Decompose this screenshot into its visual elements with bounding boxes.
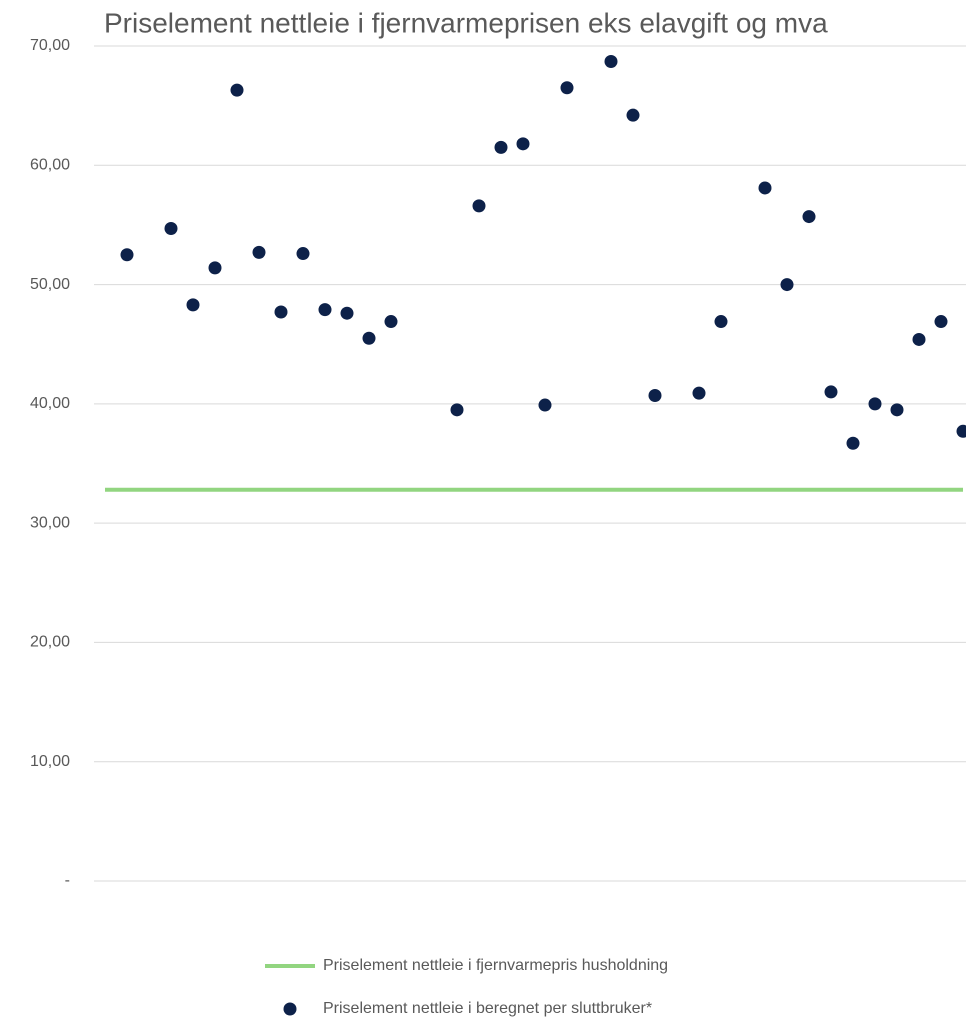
scatter-point <box>318 303 332 317</box>
scatter-point <box>450 403 464 417</box>
scatter-point <box>956 424 966 438</box>
scatter-point <box>934 315 948 329</box>
y-tick-label: 50,00 <box>30 276 70 293</box>
scatter-point <box>780 278 794 292</box>
legend-label: Priselement nettleie i fjernvarmepris hu… <box>323 957 668 974</box>
scatter-point <box>362 331 376 345</box>
scatter-point <box>802 210 816 224</box>
scatter-point <box>208 261 222 275</box>
scatter-point <box>296 247 310 261</box>
scatter-point <box>516 137 530 151</box>
y-tick-label: 40,00 <box>30 395 70 412</box>
scatter-point <box>164 222 178 236</box>
scatter-point <box>890 403 904 417</box>
y-tick-label: 20,00 <box>30 634 70 651</box>
scatter-point <box>120 248 134 262</box>
scatter-point <box>494 140 508 154</box>
scatter-point <box>538 398 552 412</box>
scatter-point <box>824 385 838 399</box>
y-tick-label: - <box>65 872 70 889</box>
scatter-point <box>252 245 266 259</box>
legend-swatch <box>283 1002 297 1016</box>
scatter-point <box>472 199 486 213</box>
scatter-point <box>604 55 618 69</box>
scatter-point <box>340 306 354 320</box>
y-tick-label: 60,00 <box>30 157 70 174</box>
y-tick-label: 10,00 <box>30 753 70 770</box>
scatter-point <box>186 298 200 312</box>
scatter-point <box>230 83 244 97</box>
legend-label: Priselement nettleie i beregnet per slut… <box>323 1000 652 1017</box>
y-tick-label: 30,00 <box>30 514 70 531</box>
chart-title: Priselement nettleie i fjernvarmeprisen … <box>104 7 828 38</box>
scatter-point <box>714 315 728 329</box>
scatter-point <box>692 386 706 400</box>
scatter-point <box>274 305 288 319</box>
y-tick-label: 70,00 <box>30 37 70 54</box>
scatter-point <box>626 108 640 122</box>
scatter-point <box>846 436 860 450</box>
scatter-point <box>560 81 574 95</box>
scatter-point <box>868 397 882 411</box>
scatter-point <box>648 389 662 403</box>
scatter-point <box>758 181 772 195</box>
scatter-point <box>384 315 398 329</box>
scatter-point <box>912 332 926 346</box>
